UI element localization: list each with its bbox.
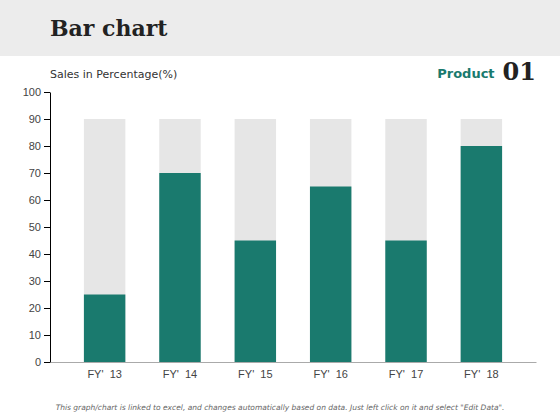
y-tick-label: 0 xyxy=(35,356,41,368)
y-tick: 0 xyxy=(35,356,50,368)
x-axis-line xyxy=(51,362,537,363)
y-tick: 80 xyxy=(29,140,50,152)
background-bar xyxy=(310,119,351,362)
y-tick-label: 50 xyxy=(29,221,41,233)
bar xyxy=(159,173,200,362)
footer-text: This graph/chart is linked to excel, and… xyxy=(56,403,505,412)
y-tick-line xyxy=(44,362,50,363)
plot-area: FY' 13 FY' 14 FY' 15 FY' 16 FY' 17 FY' 18 0 10 2… xyxy=(23,86,537,380)
y-tick-line xyxy=(44,200,50,201)
x-tick: FY' 13 xyxy=(87,362,122,380)
y-tick: 100 xyxy=(23,86,50,98)
y-tick: 50 xyxy=(29,221,50,233)
y-tick: 60 xyxy=(29,194,50,206)
y-tick-line xyxy=(44,281,50,282)
background-bar xyxy=(385,119,426,362)
y-tick-line xyxy=(44,254,50,255)
x-tick: FY' 14 xyxy=(163,362,198,380)
bar xyxy=(461,146,502,362)
bar xyxy=(310,187,351,363)
y-tick-label: 20 xyxy=(29,302,41,314)
y-tick-line xyxy=(44,335,50,336)
y-axis-line xyxy=(50,93,51,363)
x-axis: FY' 13 FY' 14 FY' 15 FY' 16 FY' 17 FY' 18 xyxy=(51,362,537,380)
x-tick: FY' 16 xyxy=(313,362,348,380)
product-number: 01 xyxy=(503,57,536,86)
x-tick: FY' 18 xyxy=(464,362,499,380)
y-tick: 70 xyxy=(29,167,50,179)
y-tick-label: 70 xyxy=(29,167,41,179)
x-tick: FY' 15 xyxy=(238,362,273,380)
title-banner: Bar chart xyxy=(0,0,560,56)
x-tick-label: FY' 13 xyxy=(87,368,122,380)
bar xyxy=(84,295,125,363)
bar xyxy=(235,241,276,363)
x-tick-label: FY' 17 xyxy=(389,368,424,380)
y-tick: 40 xyxy=(29,248,50,260)
y-tick-line xyxy=(44,146,50,147)
y-tick-line xyxy=(44,227,50,228)
y-tick-label: 80 xyxy=(29,140,41,152)
y-tick-line xyxy=(44,308,50,309)
background-bar xyxy=(235,119,276,362)
y-tick-label: 100 xyxy=(23,86,41,98)
chart-container: Bar chart Sales in Percentage(%) 01 Product… xyxy=(0,0,560,420)
y-tick: 10 xyxy=(29,329,50,341)
y-tick: 20 xyxy=(29,302,50,314)
background-bar xyxy=(461,119,502,362)
y-tick-line xyxy=(44,119,50,120)
title: Bar chart xyxy=(50,15,168,41)
title-background xyxy=(0,0,560,56)
chart-svg: Bar chart Sales in Percentage(%) 01 Product… xyxy=(0,0,560,420)
bars xyxy=(84,119,502,362)
y-axis: 0 10 20 30 40 50 60 70 80 90 100 xyxy=(23,86,51,368)
y-tick: 90 xyxy=(29,113,50,125)
y-tick-label: 90 xyxy=(29,113,41,125)
y-axis-label: Sales in Percentage(%) xyxy=(50,68,177,81)
x-tick-label: FY' 18 xyxy=(464,368,499,380)
x-tick-label: FY' 16 xyxy=(313,368,348,380)
y-tick: 30 xyxy=(29,275,50,287)
y-tick-label: 60 xyxy=(29,194,41,206)
y-tick-label: 40 xyxy=(29,248,41,260)
background-bar xyxy=(84,119,125,362)
background-bar xyxy=(159,119,200,362)
x-tick-label: FY' 15 xyxy=(238,368,273,380)
y-tick-line xyxy=(44,92,50,93)
x-tick: FY' 17 xyxy=(389,362,424,380)
y-tick-label: 10 xyxy=(29,329,41,341)
y-tick-label: 30 xyxy=(29,275,41,287)
bar xyxy=(385,241,426,363)
product-label: Product xyxy=(437,66,494,81)
y-tick-line xyxy=(44,173,50,174)
x-tick-label: FY' 14 xyxy=(163,368,198,380)
